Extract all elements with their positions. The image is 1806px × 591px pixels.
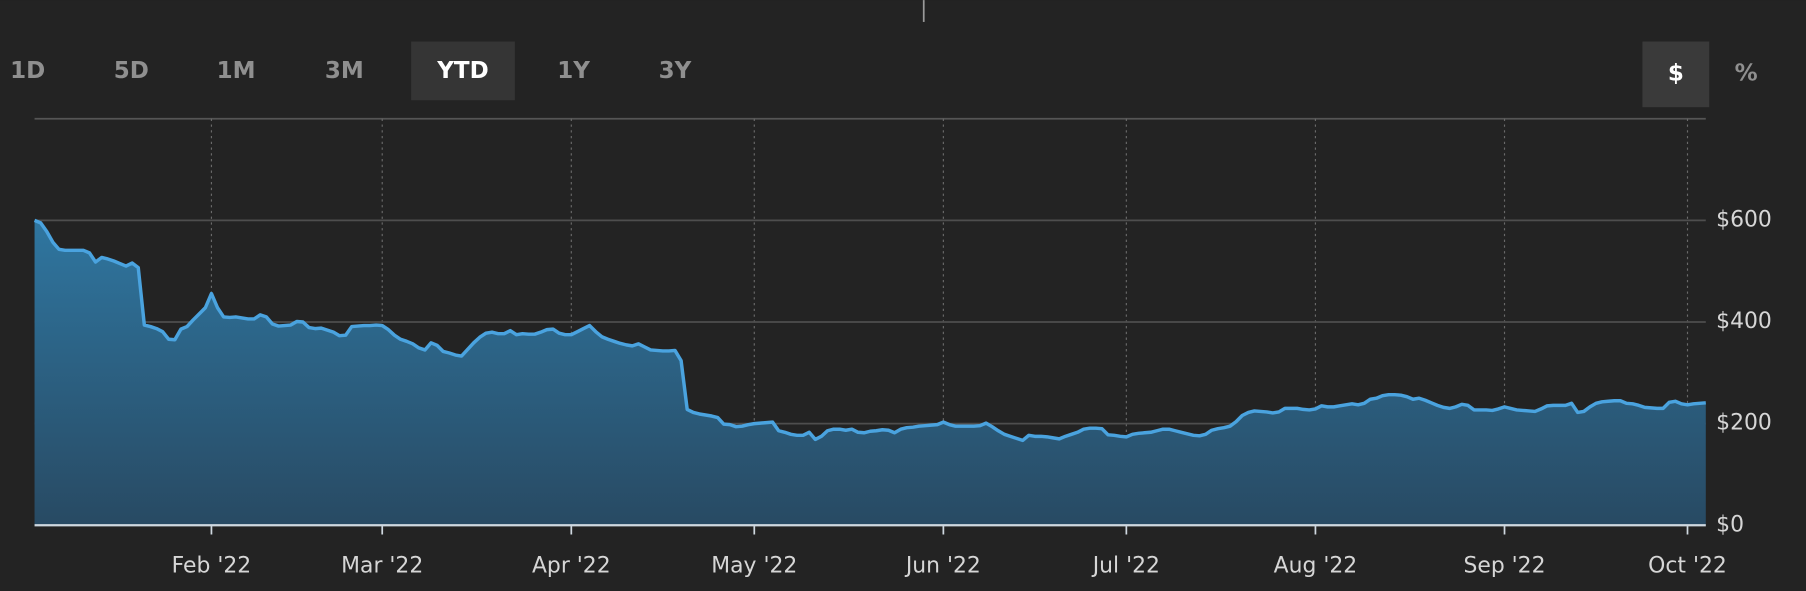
range-button[interactable]: YTD <box>411 41 515 101</box>
x-tick-label: Aug '22 <box>1274 554 1358 579</box>
range-label: 1Y <box>557 58 590 84</box>
range-button[interactable]: 3Y <box>659 58 692 84</box>
range-label: YTD <box>436 58 488 84</box>
range-label: 1M <box>217 58 256 84</box>
x-tick-label: Mar '22 <box>341 554 423 579</box>
range-button[interactable]: 1Y <box>557 58 590 84</box>
range-button[interactable]: 3M <box>325 58 364 84</box>
y-tick-label: $400 <box>1716 309 1772 334</box>
unit-label: $ <box>1668 60 1684 86</box>
unit-button[interactable]: % <box>1735 60 1758 86</box>
y-tick-label: $0 <box>1716 512 1744 537</box>
x-tick-label: Sep '22 <box>1463 554 1545 579</box>
range-button-bg <box>411 41 515 101</box>
x-tick-label: Jun '22 <box>904 554 981 579</box>
plot: Feb '22 Mar '22 Apr '22 May '22 Jun '22 Jul '… <box>33 117 1772 579</box>
range-button[interactable]: 1D <box>10 58 45 84</box>
range-label: 3Y <box>659 58 692 84</box>
x-tick-label: May '22 <box>711 554 797 579</box>
y-tick-label: $600 <box>1716 207 1772 232</box>
range-button[interactable]: 1M <box>217 58 256 84</box>
x-tick-label: Apr '22 <box>532 554 611 579</box>
unit-label: % <box>1735 60 1758 86</box>
price-area <box>34 220 1706 526</box>
range-button[interactable]: 5D <box>114 58 149 84</box>
unit-button-bg <box>1642 41 1710 108</box>
range-label: 5D <box>114 58 149 84</box>
x-tick-label: Oct '22 <box>1648 554 1727 579</box>
range-label: 3M <box>325 58 364 84</box>
x-tick-label: Feb '22 <box>172 554 252 579</box>
y-tick-label: $200 <box>1716 411 1772 436</box>
x-tick-label: Jul '22 <box>1091 554 1160 579</box>
price-line <box>33 218 1706 443</box>
range-label: 1D <box>10 58 45 84</box>
unit-button[interactable]: $ <box>1642 41 1710 108</box>
controls: 1D 5D 1M 3M YTD 1Y 3Y $% <box>10 41 1758 108</box>
